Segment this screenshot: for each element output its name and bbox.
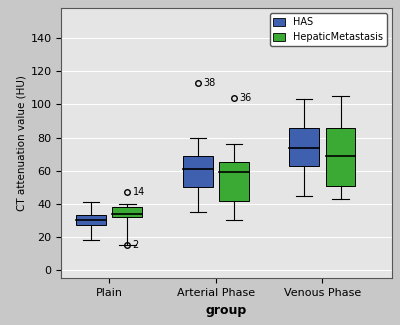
Bar (112, 207, 142, 217)
Y-axis label: CT attenuation value (HU): CT attenuation value (HU) (16, 75, 26, 211)
Text: 2: 2 (133, 240, 139, 250)
Text: 60: 60 (310, 20, 322, 30)
Bar (76, 215, 106, 225)
Text: 14: 14 (133, 187, 145, 197)
Bar (289, 128, 319, 166)
Bar (183, 156, 213, 187)
Bar (326, 128, 356, 186)
Text: 38: 38 (203, 78, 215, 88)
X-axis label: group: group (206, 304, 247, 317)
Bar (219, 162, 249, 201)
Legend: HAS, HepaticMetastasis: HAS, HepaticMetastasis (270, 13, 387, 46)
Text: 36: 36 (239, 93, 252, 103)
